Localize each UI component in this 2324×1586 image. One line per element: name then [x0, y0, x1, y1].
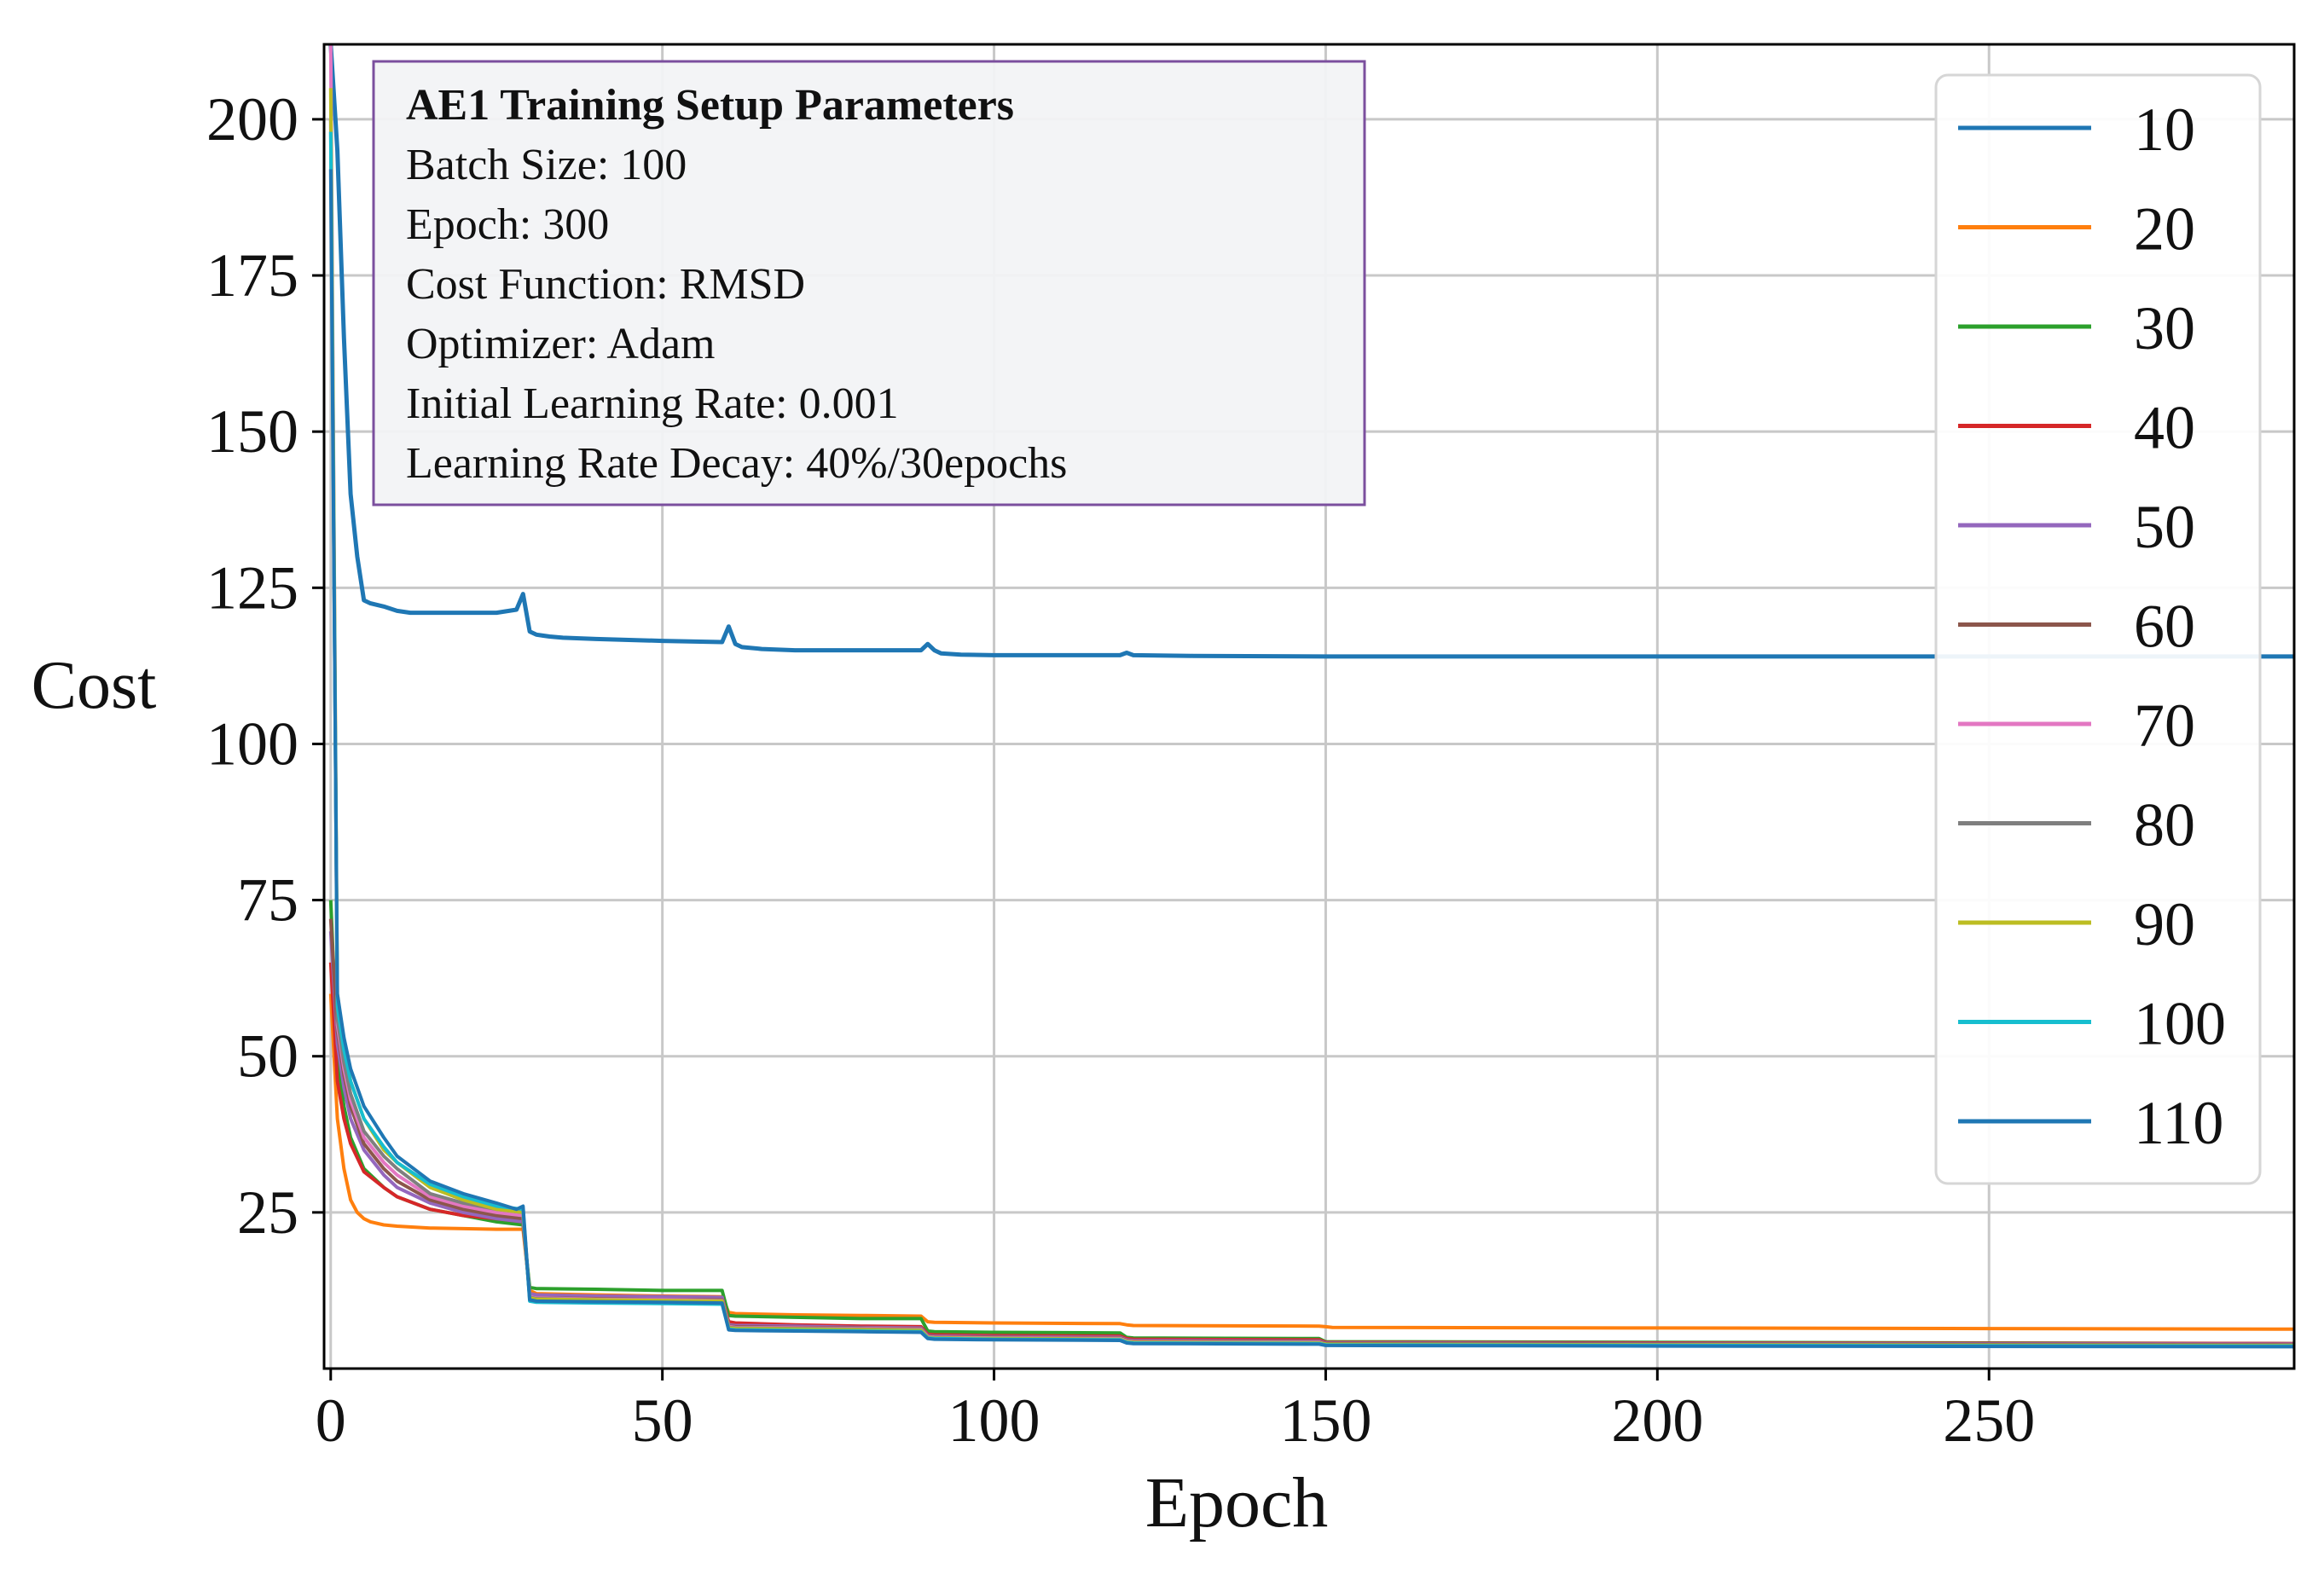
- setup-param-batch-size: Batch Size: 100: [406, 141, 687, 189]
- setup-param-epoch: Epoch: 300: [406, 200, 609, 249]
- setup-param-lr-decay: Learning Rate Decay: 40%/30epochs: [406, 439, 1067, 488]
- x-tick-label: 0: [316, 1386, 346, 1455]
- x-tick-label: 200: [1611, 1386, 1703, 1455]
- y-tick-label: 25: [237, 1178, 298, 1247]
- legend-frame: [1934, 73, 2262, 1185]
- setup-param-cost-function: Cost Function: RMSD: [406, 260, 805, 309]
- x-tick-label: 100: [948, 1386, 1040, 1455]
- series-line-10: [328, 44, 2294, 659]
- y-tick-label: 200: [206, 85, 298, 153]
- x-tick-label: 250: [1943, 1386, 2035, 1455]
- legend-label-30: 30: [2134, 294, 2195, 362]
- y-tick-label: 50: [237, 1022, 298, 1091]
- legend-label-40: 40: [2134, 394, 2195, 462]
- y-axis-label: Cost: [32, 648, 157, 723]
- legend-label-100: 100: [2134, 990, 2226, 1058]
- setup-parameters-box: AE1 Training Setup Parameters Batch Size…: [372, 60, 1366, 506]
- setup-parameters-title: AE1 Training Setup Parameters: [406, 81, 1014, 130]
- y-tick-label: 75: [237, 866, 298, 935]
- legend-label-10: 10: [2134, 96, 2195, 164]
- y-tick-label: 150: [206, 397, 298, 466]
- x-tick-label: 150: [1279, 1386, 1371, 1455]
- y-tick-label: 125: [206, 553, 298, 622]
- setup-parameters-frame: [372, 60, 1366, 506]
- legend-label-90: 90: [2134, 890, 2195, 958]
- x-tick-label: 50: [632, 1386, 693, 1455]
- setup-param-learning-rate: Initial Learning Rate: 0.001: [406, 379, 899, 428]
- y-tick-label: 100: [206, 709, 298, 778]
- series-line-110: [328, 169, 2294, 1349]
- legend: 10 20 30 40 50 60 70 80 90 100 110: [1934, 73, 2262, 1185]
- legend-label-70: 70: [2134, 692, 2195, 760]
- setup-param-optimizer: Optimizer: Adam: [406, 320, 715, 368]
- legend-label-110: 110: [2134, 1089, 2223, 1157]
- x-axis-label: Epoch: [1145, 1463, 1329, 1543]
- legend-label-80: 80: [2134, 791, 2195, 860]
- legend-label-60: 60: [2134, 593, 2195, 661]
- y-tick-label: 175: [206, 241, 298, 310]
- legend-label-50: 50: [2134, 493, 2195, 561]
- legend-label-20: 20: [2134, 195, 2195, 263]
- plot-frame: [322, 43, 2296, 1370]
- axis-ticks: 0 50 100 150 200 250 25 50 75 100 125 150 175 200: [206, 85, 2035, 1455]
- series-lines: [328, 44, 2294, 1349]
